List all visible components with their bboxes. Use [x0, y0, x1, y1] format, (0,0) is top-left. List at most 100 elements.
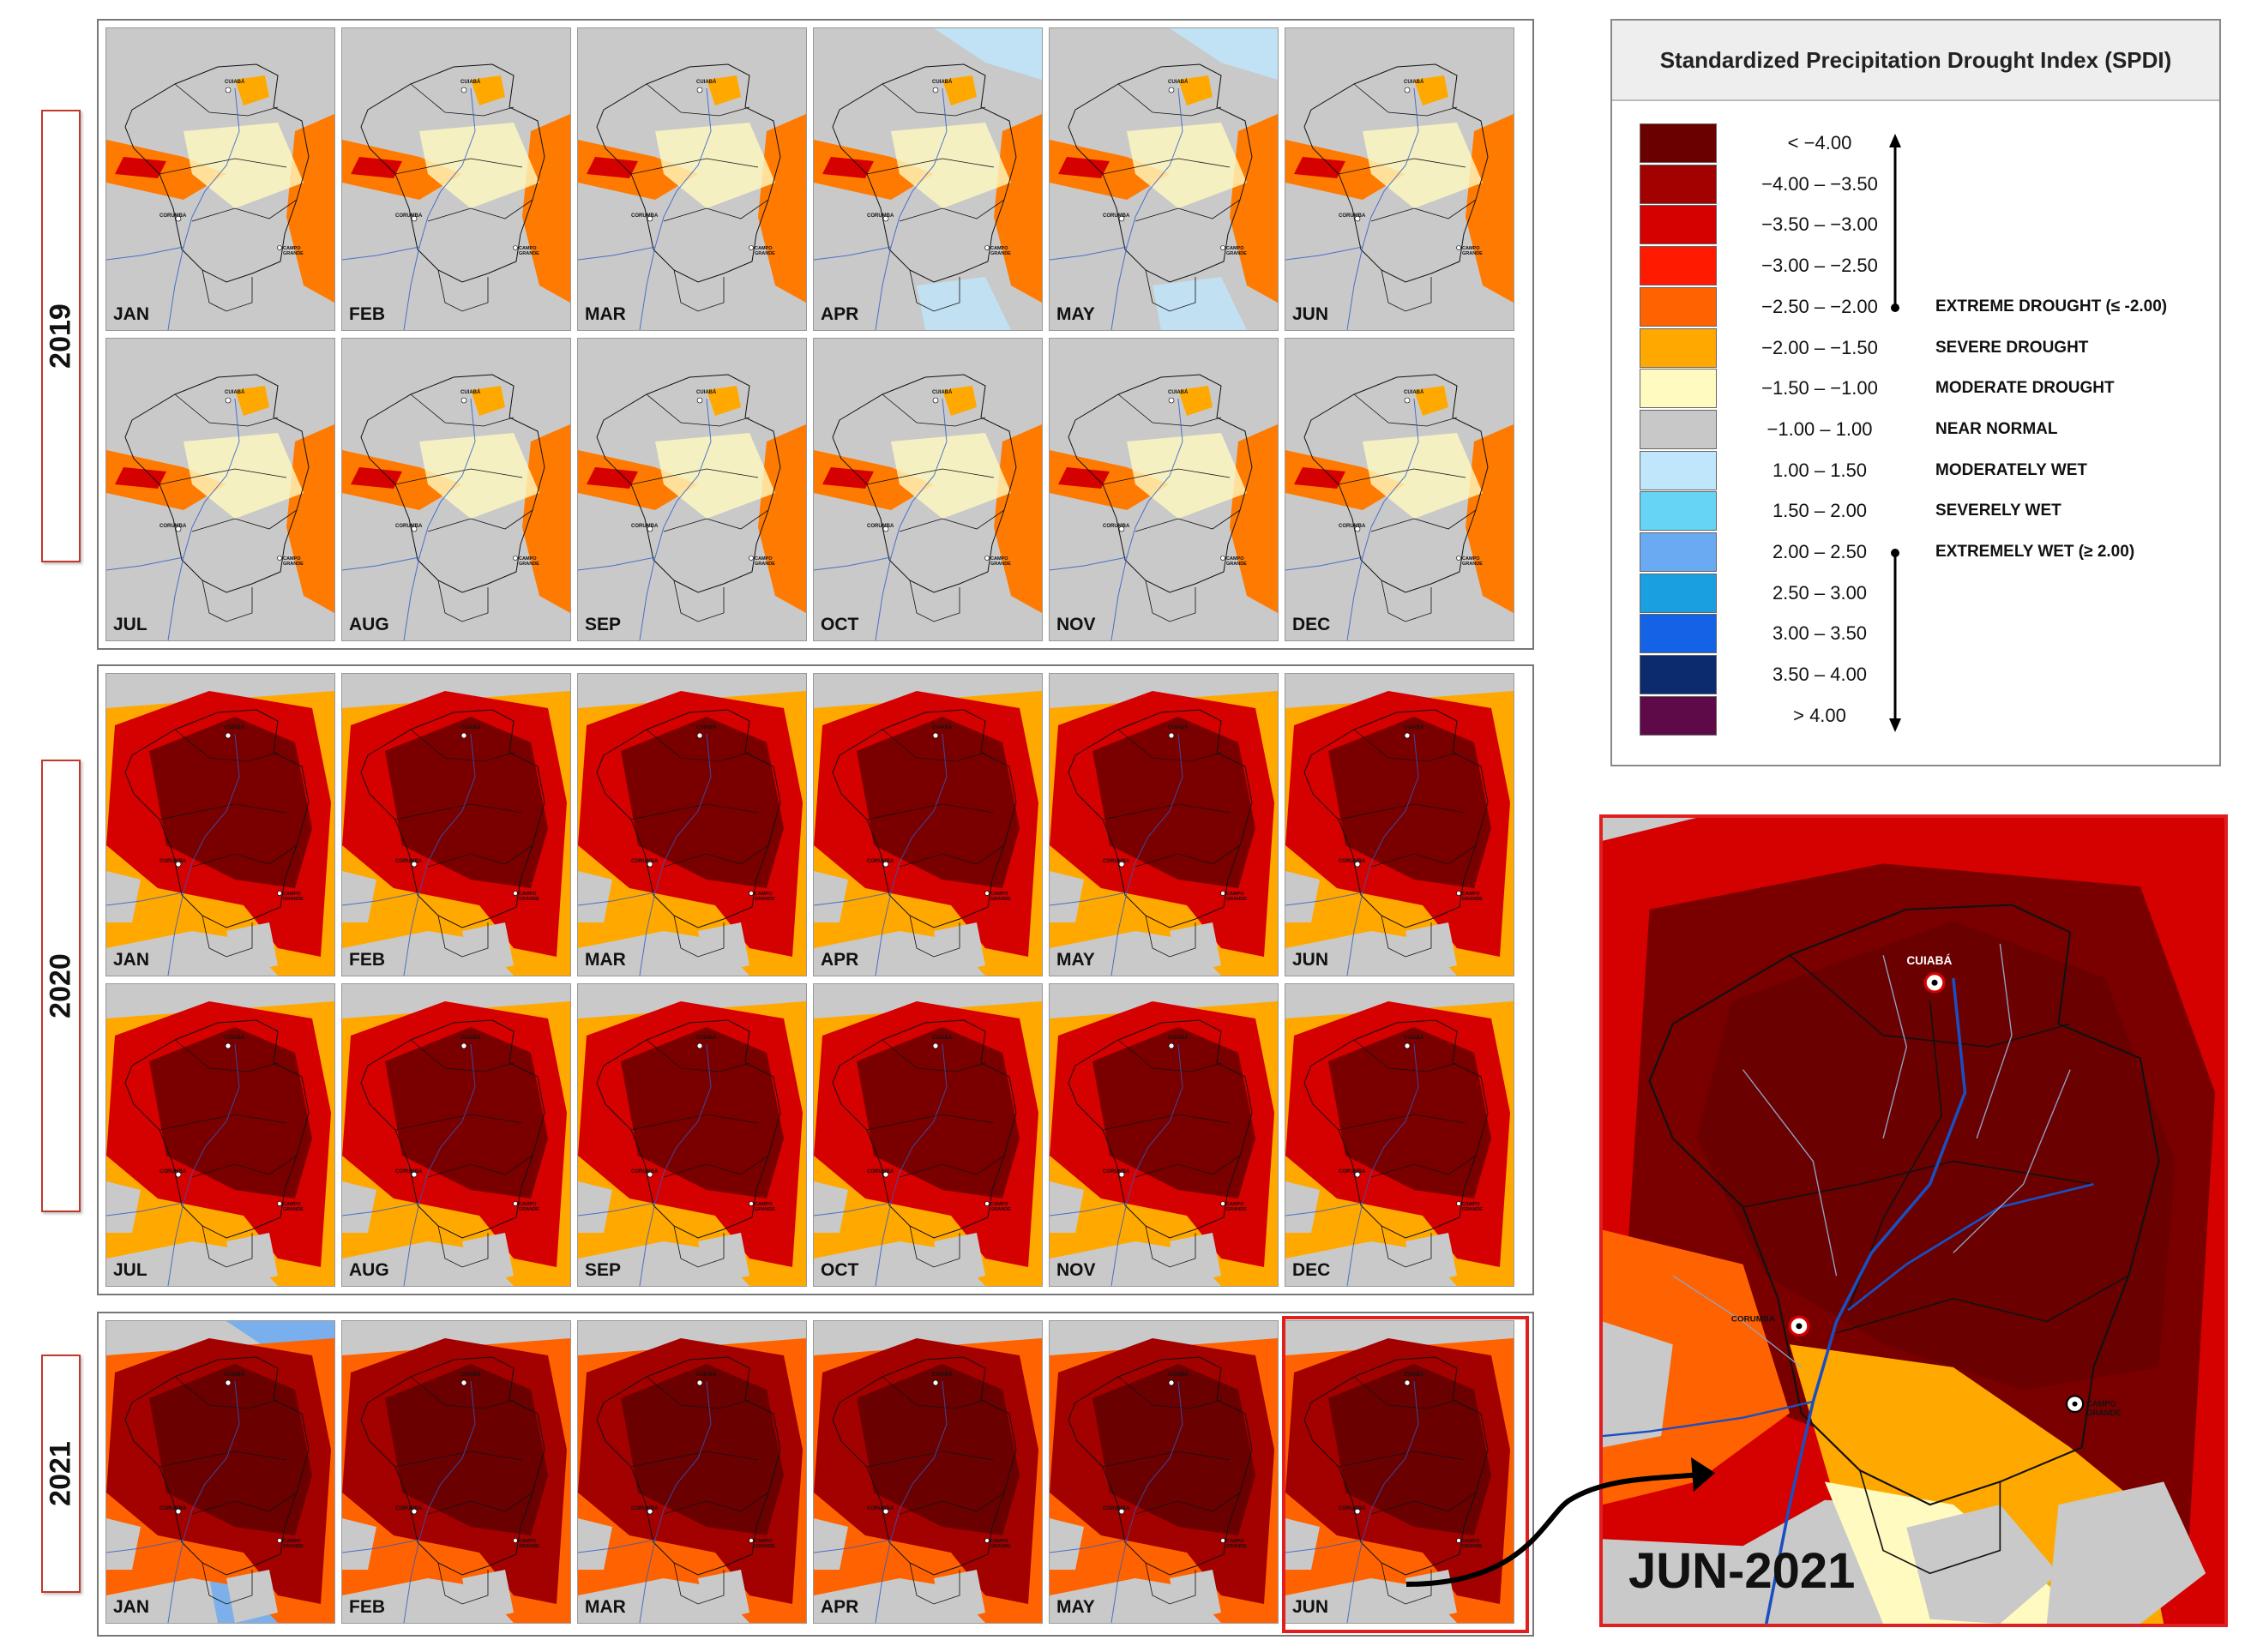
panel-label-corumba: CORUMBA: [159, 524, 187, 529]
legend-swatch: [1640, 695, 1717, 736]
map-panel-2020-oct: CUIABÁ CORUMBA CAMPO GRANDE OCT: [813, 983, 1043, 1287]
panel-label-campo: CAMPO: [755, 1202, 773, 1207]
year-label-2021: 2021: [41, 1355, 81, 1593]
zoom-label-grande: GRANDE: [2086, 1409, 2121, 1417]
zoom-map-jun-2021: CUIABÁ CORUMBA CAMPO GRANDE JUN-2021: [1599, 814, 2228, 1627]
panel-label-cuiaba: CUIABÁ: [1404, 1035, 1424, 1041]
panel-label-campo: CAMPO: [755, 246, 773, 251]
panel-label-campo: CAMPO: [755, 892, 773, 897]
panel-label-corumba: CORUMBA: [395, 859, 423, 864]
map-panel-2019-jan: CUIABÁ CORUMBA CAMPO GRANDE JAN: [105, 27, 335, 331]
legend-row: 2.00 – 2.50 EXTREMELY WET (≥ 2.00): [1640, 532, 2206, 572]
panel-label-grande: GRANDE: [1226, 897, 1247, 902]
legend-range: 1.50 – 2.00: [1772, 500, 1868, 522]
legend-row: −1.50 – −1.00 MODERATE DROUGHT: [1640, 369, 2206, 409]
panel-label-corumba: CORUMBA: [867, 213, 894, 219]
map-panel-2020-jul: CUIABÁ CORUMBA CAMPO GRANDE JUL: [105, 983, 335, 1287]
month-label: SEP: [585, 615, 622, 634]
panel-label-grande: GRANDE: [755, 1207, 775, 1212]
legend-range: 2.50 – 3.00: [1772, 581, 1868, 604]
panel-label-campo: CAMPO: [519, 246, 537, 251]
map-panel-2019-jul: CUIABÁ CORUMBA CAMPO GRANDE JUL: [105, 338, 335, 641]
panel-label-grande: GRANDE: [755, 251, 775, 256]
legend-class-label: MODERATELY WET: [1935, 460, 2087, 479]
legend-row: −2.00 – −1.50 SEVERE DROUGHT: [1640, 327, 2206, 368]
legend-row: 3.00 – 3.50: [1640, 614, 2206, 654]
panel-label-grande: GRANDE: [1462, 1207, 1483, 1212]
panel-label-cuiaba: CUIABÁ: [1168, 1035, 1189, 1041]
legend-range: −1.00 – 1.00: [1767, 418, 1873, 440]
legend-swatch: [1640, 573, 1717, 613]
panel-label-campo: CAMPO: [1462, 1202, 1480, 1207]
panel-label-cuiaba: CUIABÁ: [225, 724, 245, 730]
zoom-label-corumba: CORUMBA: [1731, 1315, 1775, 1325]
month-label: JAN: [113, 1597, 150, 1617]
panel-group-2021: CUIABÁ CORUMBA CAMPO GRANDE JAN CUIABÁ CORUMBA…: [97, 1312, 1534, 1637]
panel-label-grande: GRANDE: [1462, 562, 1483, 567]
panel-label-cuiaba: CUIABÁ: [1404, 724, 1424, 730]
panel-label-grande: GRANDE: [1462, 897, 1483, 902]
month-label: JUN: [1292, 950, 1329, 970]
panel-label-campo: CAMPO: [519, 556, 537, 562]
panel-label-campo: CAMPO: [519, 892, 537, 897]
month-label: MAY: [1056, 1597, 1095, 1617]
legend-row: −2.50 – −2.00 EXTREME DROUGHT (≤ -2.00): [1640, 286, 2206, 327]
legend-class-label: SEVERELY WET: [1935, 502, 2061, 520]
month-label: MAY: [1056, 950, 1095, 970]
panel-label-campo: CAMPO: [755, 1539, 773, 1544]
legend-range: > 4.00: [1793, 704, 1846, 726]
panel-label-grande: GRANDE: [1226, 562, 1247, 567]
map-panel-2020-may: CUIABÁ CORUMBA CAMPO GRANDE MAY: [1049, 673, 1279, 976]
legend-class-label: SEVERE DROUGHT: [1935, 338, 2089, 357]
panel-label-cuiaba: CUIABÁ: [696, 1035, 717, 1041]
panel-label-corumba: CORUMBA: [1103, 1169, 1130, 1174]
panel-label-corumba: CORUMBA: [159, 1169, 187, 1174]
panel-label-corumba: CORUMBA: [867, 1506, 894, 1511]
map-panel-2020-nov: CUIABÁ CORUMBA CAMPO GRANDE NOV: [1049, 983, 1279, 1287]
month-label: JUN: [1292, 1597, 1329, 1617]
legend-class-label: MODERATE DROUGHT: [1935, 379, 2115, 398]
panel-label-corumba: CORUMBA: [159, 213, 187, 219]
month-label: APR: [821, 1597, 859, 1617]
zoom-label-cuiaba: CUIABÁ: [1906, 954, 1952, 967]
map-panel-2021-may: CUIABÁ CORUMBA CAMPO GRANDE MAY: [1049, 1320, 1279, 1624]
panel-label-cuiaba: CUIABÁ: [225, 1372, 245, 1378]
panel-label-grande: GRANDE: [990, 897, 1011, 902]
panel-label-corumba: CORUMBA: [1339, 1169, 1366, 1174]
legend-title: Standardized Precipitation Drought Index…: [1612, 21, 2219, 101]
map-panel-2021-jan: CUIABÁ CORUMBA CAMPO GRANDE JAN: [105, 1320, 335, 1624]
legend-swatch: [1640, 655, 1717, 695]
panel-label-cuiaba: CUIABÁ: [460, 1035, 481, 1041]
map-panel-2019-aug: CUIABÁ CORUMBA CAMPO GRANDE AUG: [341, 338, 571, 641]
legend-range: 2.00 – 2.50: [1772, 541, 1868, 562]
panel-label-campo: CAMPO: [1226, 892, 1244, 897]
legend-swatch: [1640, 369, 1717, 409]
panel-label-corumba: CORUMBA: [1103, 213, 1130, 219]
month-label: NOV: [1056, 1260, 1096, 1280]
panel-label-corumba: CORUMBA: [1103, 1506, 1130, 1511]
legend-class-label: NEAR NORMAL: [1935, 419, 2058, 438]
legend-row: 3.50 – 4.00: [1640, 655, 2206, 695]
month-label: OCT: [821, 1260, 859, 1280]
panel-label-cuiaba: CUIABÁ: [225, 389, 245, 395]
zoom-title: JUN-2021: [1628, 1543, 1856, 1599]
panel-label-grande: GRANDE: [990, 1544, 1011, 1549]
legend-row: −1.00 – 1.00 NEAR NORMAL: [1640, 409, 2206, 449]
panel-label-grande: GRANDE: [990, 1207, 1011, 1212]
panel-label-grande: GRANDE: [283, 562, 304, 567]
legend-row: 1.50 – 2.00 SEVERELY WET: [1640, 491, 2206, 532]
panel-label-corumba: CORUMBA: [631, 1169, 659, 1174]
legend: Standardized Precipitation Drought Index…: [1610, 19, 2221, 766]
month-label: AUG: [349, 615, 389, 634]
month-label: FEB: [349, 1597, 385, 1617]
panel-label-campo: CAMPO: [990, 1202, 1008, 1207]
map-panel-2021-mar: CUIABÁ CORUMBA CAMPO GRANDE MAR: [577, 1320, 807, 1624]
panel-label-cuiaba: CUIABÁ: [932, 389, 953, 395]
panel-label-corumba: CORUMBA: [631, 213, 659, 219]
panel-label-corumba: CORUMBA: [395, 213, 423, 219]
panel-label-corumba: CORUMBA: [159, 1506, 187, 1511]
panel-label-cuiaba: CUIABÁ: [1404, 79, 1424, 85]
panel-label-campo: CAMPO: [283, 1539, 301, 1544]
legend-row: −3.00 – −2.50: [1640, 246, 2206, 286]
panel-label-cuiaba: CUIABÁ: [932, 1372, 953, 1378]
